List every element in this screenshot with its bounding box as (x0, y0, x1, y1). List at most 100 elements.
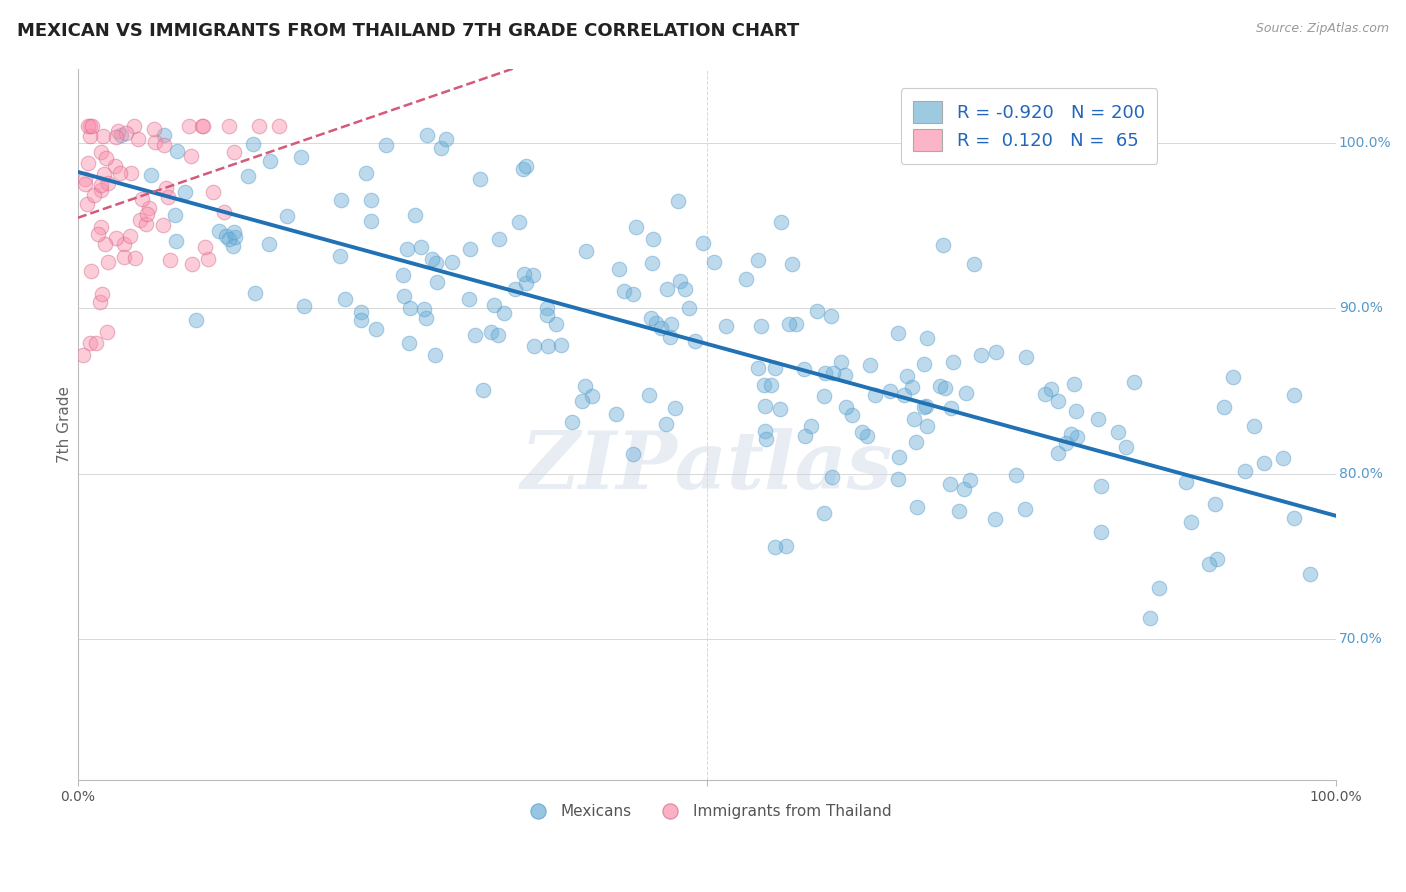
Point (191, 120, 214, 134)
Point (349, 304, 371, 318)
Point (224, 230, 246, 244)
Point (942, 354, 965, 368)
Point (426, 275, 449, 289)
Point (143, 135, 166, 149)
Point (928, 379, 950, 393)
Point (479, 325, 502, 339)
Point (1087, 412, 1109, 426)
Point (915, 399, 938, 413)
Point (434, 131, 457, 145)
Point (420, 252, 443, 267)
Point (392, 268, 415, 283)
Point (834, 368, 856, 382)
Point (605, 408, 627, 422)
Point (142, 121, 165, 136)
Point (714, 318, 737, 333)
Point (1060, 426, 1083, 441)
Point (80, 120, 103, 134)
Point (131, 193, 153, 207)
Point (218, 232, 240, 246)
Point (856, 428, 879, 442)
Point (104, 159, 127, 173)
Point (1014, 502, 1036, 516)
Point (218, 120, 240, 134)
Point (785, 318, 807, 332)
Point (127, 132, 149, 146)
Point (1147, 581, 1170, 595)
Point (458, 242, 481, 256)
Point (934, 381, 956, 395)
Point (366, 321, 388, 335)
Text: 70.0%: 70.0% (1339, 632, 1382, 646)
Point (77, 120, 100, 134)
Point (1234, 465, 1257, 479)
Point (93, 167, 115, 181)
Point (1122, 375, 1144, 389)
Point (155, 181, 177, 195)
Point (887, 326, 910, 341)
Point (77, 156, 100, 170)
Point (184, 312, 207, 326)
Point (159, 253, 181, 268)
Point (83, 188, 105, 202)
Point (641, 256, 664, 270)
Point (356, 166, 378, 180)
Point (640, 311, 662, 326)
Point (830, 355, 852, 369)
Point (330, 193, 353, 207)
Point (90, 286, 112, 301)
Point (335, 292, 357, 306)
Point (214, 228, 236, 243)
Point (800, 419, 823, 434)
Point (236, 169, 259, 183)
Point (128, 213, 150, 227)
Point (1272, 450, 1295, 465)
Point (197, 252, 219, 266)
Point (575, 244, 598, 259)
Point (96, 325, 118, 339)
Point (79, 335, 101, 350)
Point (464, 328, 486, 343)
Point (917, 418, 939, 433)
Point (735, 272, 758, 286)
Point (775, 539, 797, 553)
Point (581, 389, 603, 403)
Point (222, 145, 245, 159)
Point (105, 129, 128, 144)
Point (763, 361, 786, 376)
Point (492, 306, 515, 320)
Point (650, 320, 672, 334)
Point (643, 232, 665, 246)
Point (835, 400, 858, 414)
Point (793, 361, 815, 376)
Point (194, 239, 217, 253)
Point (415, 310, 437, 325)
Point (90, 220, 112, 235)
Point (90, 183, 112, 197)
Point (90, 145, 112, 160)
Point (112, 250, 135, 264)
Point (655, 417, 678, 431)
Point (984, 344, 1007, 359)
Point (863, 388, 886, 402)
Text: 90.0%: 90.0% (1339, 301, 1382, 315)
Point (658, 329, 681, 343)
Point (1046, 394, 1069, 409)
Point (91, 129, 114, 144)
Point (780, 256, 803, 270)
Point (515, 159, 537, 173)
Point (638, 387, 661, 401)
Point (609, 261, 631, 276)
Point (423, 347, 446, 361)
Point (859, 358, 882, 372)
Point (488, 232, 510, 246)
Point (165, 209, 187, 223)
Point (108, 165, 131, 179)
Legend: Mexicans, Immigrants from Thailand: Mexicans, Immigrants from Thailand (516, 798, 897, 825)
Point (138, 202, 160, 216)
Point (523, 339, 546, 353)
Point (208, 224, 231, 238)
Point (329, 249, 352, 263)
Point (561, 415, 583, 429)
Point (193, 120, 215, 134)
